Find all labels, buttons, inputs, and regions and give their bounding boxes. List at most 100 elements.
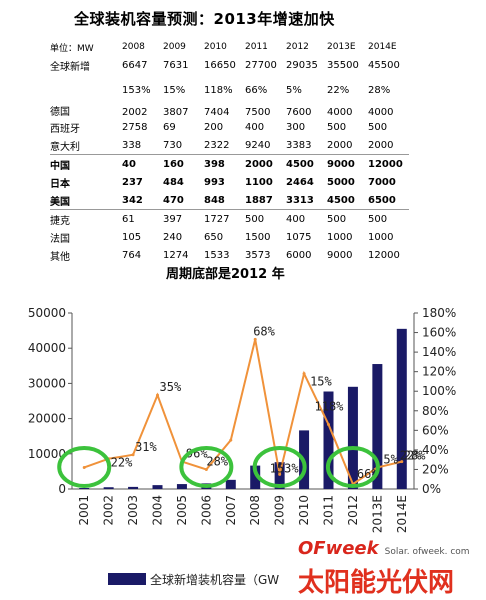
table-cell: 500 xyxy=(245,209,286,228)
x-tick-label: 2009 xyxy=(273,495,287,526)
y2-tick-label: 0% xyxy=(422,482,441,496)
table-cell: 45500 xyxy=(368,59,400,71)
table-header-cell: 2010 xyxy=(204,42,227,52)
table-cell: 35500 xyxy=(327,59,359,71)
table-cell: 2000 xyxy=(368,139,394,151)
y-tick-label: 10000 xyxy=(28,447,66,461)
bar xyxy=(250,465,261,489)
highlight-circle xyxy=(179,446,234,488)
table-cell: 2464 xyxy=(286,176,314,188)
growth-annotation: 28% xyxy=(206,454,228,468)
table-cell: 1000 xyxy=(368,231,394,243)
x-tick-label: 2002 xyxy=(102,495,116,526)
table-cell: 200 xyxy=(204,121,224,133)
table-cell: 993 xyxy=(204,176,225,188)
table-header-cell: 2014E xyxy=(368,42,397,52)
bar xyxy=(128,486,139,489)
y2-tick-label: 80% xyxy=(422,404,449,418)
table-cell: 3573 xyxy=(245,249,271,261)
table-cell: 300 xyxy=(286,121,306,133)
table-cell: 7500 xyxy=(245,107,271,118)
y2-tick-label: 40% xyxy=(422,443,449,457)
growth-point xyxy=(156,393,159,397)
y-tick-label: 30000 xyxy=(28,376,66,390)
table-cell: 400 xyxy=(245,121,265,133)
x-tick-label: 2004 xyxy=(151,495,165,526)
table-cell: 500 xyxy=(368,121,388,133)
table-row-label: 全球新增 xyxy=(50,61,90,73)
table-row: 日本 237 484 993 1100 2464 5000 7000 xyxy=(50,173,409,191)
table-cell: 470 xyxy=(163,194,184,206)
brand-site: Solar. ofweek. com xyxy=(384,547,470,557)
table-header-cell: 单位：MW xyxy=(50,43,94,54)
table-cell: 4000 xyxy=(368,107,394,118)
y2-tick-label: 180% xyxy=(422,306,456,320)
table-row: 全球新增 6647 7631 16650 27700 29035 35500 45500 xyxy=(50,56,409,74)
growth-annotation: 22% xyxy=(111,456,133,470)
table-cell: 397 xyxy=(163,209,204,228)
table-cell: 398 xyxy=(204,154,245,173)
table-cell: 848 xyxy=(204,194,225,206)
growth-point xyxy=(82,465,86,469)
table-cell: 342 xyxy=(122,194,143,206)
growth-annotation: 22% xyxy=(400,449,422,463)
growth-point xyxy=(253,337,257,341)
table-cell: 338 xyxy=(122,139,142,151)
table-cell: 105 xyxy=(122,231,142,243)
x-tick-label: 2005 xyxy=(175,495,189,526)
highlight-circle xyxy=(252,446,307,488)
table-cell: 400 xyxy=(286,209,327,228)
table-cell: 61 xyxy=(122,209,163,228)
table-cell: 1887 xyxy=(245,194,273,206)
table-cell: 4500 xyxy=(327,194,355,206)
bar xyxy=(79,488,90,489)
forecast-table: 单位：MW 2008 2009 2010 2011 2012 2013E 2014E 全球新增 6… xyxy=(50,38,409,264)
table-cell: 730 xyxy=(163,139,183,151)
table-cell: 22% xyxy=(327,85,350,96)
table-row-label: 日本 xyxy=(50,178,70,190)
table-row-label: 中国 xyxy=(50,154,122,173)
table-row-label: 法国 xyxy=(50,233,70,245)
table-cell: 9240 xyxy=(245,139,271,151)
table-cell: 28% xyxy=(368,85,391,96)
table-cell: 237 xyxy=(122,176,143,188)
table-cell: 69 xyxy=(163,121,176,133)
table-cell: 650 xyxy=(204,231,224,243)
y-tick-label: 0 xyxy=(58,482,66,496)
table-cell: 6000 xyxy=(286,249,312,261)
table-cell: 4500 xyxy=(286,154,327,173)
growth-annotation: 31% xyxy=(135,440,157,454)
table-cell: 7631 xyxy=(163,59,189,71)
page-title: 全球装机容量预测：2013年增速加快 xyxy=(74,10,335,28)
x-tick-label: 2006 xyxy=(199,495,213,526)
bar xyxy=(323,391,334,489)
table-cell: 153% xyxy=(122,85,151,96)
table-row-label: 美国 xyxy=(50,196,70,208)
growth-annotation: 68% xyxy=(253,324,275,338)
y2-tick-label: 100% xyxy=(422,384,456,398)
table-header-cell: 2008 xyxy=(122,42,145,52)
table-cell: 2758 xyxy=(122,121,148,133)
table-cell: 2322 xyxy=(204,139,230,151)
table-cell: 1000 xyxy=(327,231,353,243)
table-row-label: 西班牙 xyxy=(50,123,80,135)
table-row: 西班牙 2758 69 200 400 300 500 500 xyxy=(50,118,409,136)
table-cell: 3383 xyxy=(286,139,312,151)
table-cell: 484 xyxy=(163,176,184,188)
table-row-label: 意大利 xyxy=(50,141,80,153)
growth-point xyxy=(302,372,306,376)
bar xyxy=(347,386,358,489)
growth-annotation: 5% xyxy=(383,452,398,466)
growth-point xyxy=(204,467,208,471)
table-cell: 240 xyxy=(163,231,183,243)
table-cell: 29035 xyxy=(286,59,318,71)
table-header-cell: 2013E xyxy=(327,42,356,52)
brand-cn-name: 太阳能光伏网 xyxy=(298,568,455,598)
growth-annotation: 118% xyxy=(315,399,345,413)
table-cell: 12000 xyxy=(368,154,409,173)
x-tick-label: 2011 xyxy=(322,495,336,526)
table-cell: 160 xyxy=(163,154,204,173)
table-cell: 40 xyxy=(122,154,163,173)
table-cell: 7404 xyxy=(204,107,230,118)
x-tick-label: 2014E xyxy=(395,495,409,533)
